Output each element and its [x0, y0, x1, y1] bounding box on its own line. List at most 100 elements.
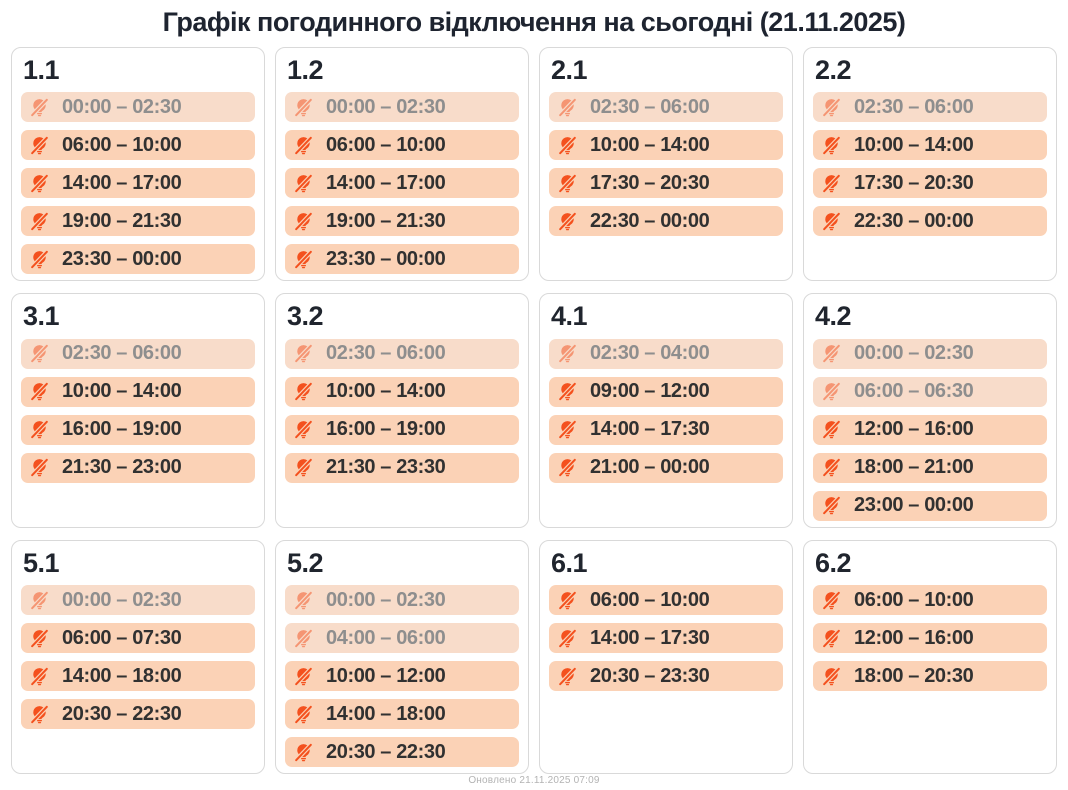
group-card: 2.2 02:30 – 06:00 10:00 – 14:00	[803, 47, 1057, 282]
outage-interval: 09:00 – 12:00	[549, 376, 783, 407]
outage-interval: 06:00 – 06:30	[813, 376, 1047, 407]
interval-time: 19:00 – 21:30	[62, 209, 182, 232]
page-title: Графік погодинного відключення на сьогод…	[162, 7, 906, 37]
outage-interval: 22:30 – 00:00	[549, 206, 783, 237]
interval-time: 16:00 – 19:00	[326, 418, 446, 441]
interval-list: 06:00 – 10:00 12:00 – 16:00 18:00 – 20:3…	[813, 585, 1047, 692]
interval-time: 10:00 – 12:00	[326, 664, 446, 687]
interval-time: 14:00 – 18:00	[326, 702, 446, 725]
interval-time: 22:30 – 00:00	[590, 209, 710, 232]
bulb-slash-icon	[29, 249, 50, 270]
interval-time: 06:00 – 10:00	[326, 133, 446, 156]
group-card: 4.1 02:30 – 04:00 09:00 – 12:00	[539, 293, 793, 528]
interval-time: 21:30 – 23:00	[62, 456, 182, 479]
bulb-slash-icon	[293, 97, 314, 118]
outage-interval: 00:00 – 02:30	[21, 585, 255, 616]
outage-interval: 20:30 – 23:30	[549, 661, 783, 692]
bulb-slash-icon	[821, 343, 842, 365]
bulb-slash-icon	[557, 627, 578, 649]
bulb-slash-icon	[29, 627, 50, 649]
bulb-slash-icon	[821, 627, 842, 649]
bulb-slash-icon	[821, 173, 842, 194]
group-id: 6.2	[815, 547, 852, 578]
outage-interval: 14:00 – 18:00	[285, 699, 519, 730]
bulb-slash-icon	[557, 343, 578, 365]
bulb-slash-icon	[293, 741, 314, 763]
bulb-slash-icon	[293, 211, 314, 232]
outage-interval: 02:30 – 06:00	[21, 338, 255, 369]
bulb-slash-icon	[293, 173, 314, 194]
interval-time: 18:00 – 20:30	[854, 664, 974, 687]
outage-interval: 14:00 – 17:00	[21, 168, 255, 199]
outage-interval: 14:00 – 17:00	[285, 168, 519, 199]
bulb-slash-icon	[821, 665, 842, 687]
bulb-slash-icon	[29, 457, 50, 479]
interval-time: 10:00 – 14:00	[854, 133, 974, 156]
interval-time: 00:00 – 02:30	[326, 588, 446, 611]
group-card: 6.1 06:00 – 10:00 14:00 – 17:30	[539, 539, 793, 775]
bulb-slash-icon	[557, 173, 578, 194]
interval-list: 00:00 – 02:30 06:00 – 10:00 14:00 – 17:0…	[285, 92, 519, 275]
bulb-slash-icon	[821, 495, 842, 517]
bulb-slash-icon	[557, 211, 578, 232]
schedule-grid: 1.1 00:00 – 02:30 06:00 – 10:00	[11, 47, 1057, 775]
group-card: 4.2 00:00 – 02:30 06:00 – 06:30	[803, 293, 1057, 528]
outage-interval: 12:00 – 16:00	[813, 414, 1047, 445]
outage-interval: 10:00 – 14:00	[549, 130, 783, 161]
group-id: 4.2	[815, 301, 852, 332]
interval-list: 00:00 – 02:30 06:00 – 10:00 14:00 – 17:0…	[21, 92, 255, 275]
bulb-slash-icon	[29, 343, 50, 365]
bulb-slash-icon	[821, 381, 842, 403]
bulb-slash-icon	[29, 211, 50, 232]
interval-time: 17:30 – 20:30	[590, 171, 710, 194]
bulb-slash-icon	[557, 457, 578, 479]
interval-time: 22:30 – 00:00	[854, 209, 974, 232]
outage-interval: 00:00 – 02:30	[21, 92, 255, 123]
outage-interval: 06:00 – 10:00	[21, 130, 255, 161]
outage-interval: 17:30 – 20:30	[813, 168, 1047, 199]
interval-list: 00:00 – 02:30 06:00 – 06:30 12:00 – 16:0…	[813, 338, 1047, 521]
interval-time: 02:30 – 06:00	[854, 95, 974, 118]
bulb-slash-icon	[293, 457, 314, 479]
bulb-slash-icon	[293, 135, 314, 156]
outage-interval: 23:30 – 00:00	[21, 244, 255, 275]
interval-time: 23:00 – 00:00	[854, 494, 974, 517]
interval-time: 14:00 – 17:00	[62, 171, 182, 194]
bulb-slash-icon	[821, 211, 842, 232]
outage-interval: 10:00 – 14:00	[813, 130, 1047, 161]
group-id: 3.2	[287, 301, 324, 332]
outage-interval: 21:30 – 23:30	[285, 452, 519, 483]
bulb-slash-icon	[29, 381, 50, 403]
outage-interval: 14:00 – 17:30	[549, 414, 783, 445]
outage-interval: 06:00 – 10:00	[813, 585, 1047, 616]
outage-interval: 16:00 – 19:00	[285, 414, 519, 445]
interval-time: 00:00 – 02:30	[854, 342, 974, 365]
outage-interval: 10:00 – 14:00	[21, 376, 255, 407]
bulb-slash-icon	[557, 381, 578, 403]
interval-list: 02:30 – 06:00 10:00 – 14:00 16:00 – 19:0…	[21, 338, 255, 483]
interval-list: 02:30 – 06:00 10:00 – 14:00 17:30 – 20:3…	[813, 92, 1047, 237]
outage-interval: 06:00 – 07:30	[21, 623, 255, 654]
interval-time: 23:30 – 00:00	[326, 247, 446, 270]
outage-interval: 22:30 – 00:00	[813, 206, 1047, 237]
outage-interval: 18:00 – 20:30	[813, 661, 1047, 692]
outage-interval: 04:00 – 06:00	[285, 623, 519, 654]
bulb-slash-icon	[557, 589, 578, 611]
interval-time: 12:00 – 16:00	[854, 626, 974, 649]
interval-list: 00:00 – 02:30 06:00 – 07:30 14:00 – 18:0…	[21, 585, 255, 730]
bulb-slash-icon	[29, 135, 50, 156]
outage-interval: 18:00 – 21:00	[813, 452, 1047, 483]
bulb-slash-icon	[293, 627, 314, 649]
bulb-slash-icon	[29, 665, 50, 687]
outage-interval: 19:00 – 21:30	[285, 206, 519, 237]
bulb-slash-icon	[29, 589, 50, 611]
bulb-slash-icon	[821, 589, 842, 611]
interval-time: 10:00 – 14:00	[590, 133, 710, 156]
bulb-slash-icon	[557, 97, 578, 118]
outage-interval: 00:00 – 02:30	[285, 585, 519, 616]
bulb-slash-icon	[821, 419, 842, 441]
interval-time: 02:30 – 06:00	[590, 95, 710, 118]
bulb-slash-icon	[821, 135, 842, 156]
interval-time: 14:00 – 17:30	[590, 418, 710, 441]
interval-time: 20:30 – 22:30	[62, 702, 182, 725]
